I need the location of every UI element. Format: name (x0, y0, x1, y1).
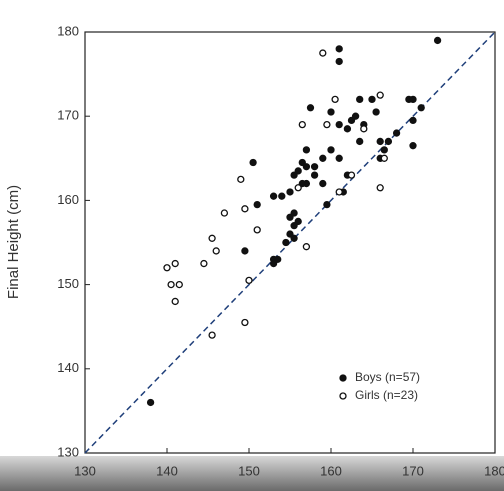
point (327, 146, 335, 154)
point (310, 163, 319, 171)
reference-line (84, 31, 496, 454)
point (302, 163, 311, 171)
point (327, 108, 335, 116)
x-tick-label: 150 (238, 463, 260, 478)
point (298, 120, 306, 129)
point (290, 209, 298, 217)
y-tick-label: 160 (57, 192, 79, 207)
x-tick-label: 140 (156, 463, 178, 478)
point (433, 36, 442, 45)
point (286, 188, 294, 196)
point (351, 112, 360, 120)
point (245, 276, 253, 285)
point (417, 104, 425, 112)
point (323, 200, 331, 209)
point (306, 104, 315, 112)
point (290, 222, 298, 230)
point (323, 120, 331, 129)
x-tick-label: 180 (484, 463, 504, 478)
y-tick-label: 180 (57, 23, 79, 38)
point (376, 184, 384, 192)
point (384, 137, 393, 146)
point (409, 142, 417, 150)
point (163, 264, 171, 272)
point (319, 154, 327, 162)
point (335, 154, 343, 162)
point (310, 171, 319, 179)
point (241, 205, 249, 213)
point (368, 95, 376, 104)
point (298, 179, 306, 188)
point (380, 146, 388, 154)
point (171, 259, 179, 268)
point (249, 158, 257, 167)
point (200, 259, 208, 268)
point (302, 243, 311, 251)
point (290, 171, 298, 179)
point (335, 57, 343, 66)
point (294, 217, 302, 226)
point (253, 200, 261, 209)
point (269, 259, 278, 268)
y-tick-label: 150 (57, 276, 79, 291)
point (331, 95, 339, 104)
point (282, 238, 290, 247)
x-tick-label: 170 (402, 463, 424, 478)
y-tick-label: 140 (57, 360, 79, 375)
x-tick-label: 160 (320, 463, 342, 478)
point (208, 234, 216, 242)
point (286, 230, 294, 238)
point (208, 331, 216, 339)
point (237, 175, 245, 184)
point (376, 137, 384, 146)
x-tick-label: 130 (74, 463, 96, 478)
legend-label: Boys (n=57) (355, 370, 420, 384)
point (274, 255, 282, 263)
point (356, 137, 364, 146)
point (269, 192, 278, 200)
point (335, 45, 343, 53)
point (392, 129, 401, 137)
point (347, 116, 356, 125)
point (167, 280, 175, 289)
point (376, 91, 384, 99)
point (409, 95, 417, 104)
point (278, 192, 286, 200)
y-tick-label: 130 (57, 444, 79, 459)
point (171, 297, 179, 306)
point (380, 154, 388, 162)
point (343, 125, 352, 133)
legend-label: Girls (n=23) (355, 388, 418, 402)
point (360, 125, 368, 133)
point (253, 226, 261, 234)
point (175, 280, 183, 289)
point (294, 184, 302, 192)
point (319, 179, 327, 188)
point (347, 171, 356, 179)
point (241, 318, 249, 327)
point (294, 167, 302, 175)
legend-marker (339, 374, 347, 382)
point (220, 209, 229, 217)
point (372, 108, 380, 116)
point (241, 247, 249, 255)
point (335, 120, 343, 129)
point (212, 247, 220, 255)
point (335, 188, 343, 196)
point (319, 49, 327, 57)
point (298, 158, 306, 167)
bottom-band (0, 456, 504, 491)
point (286, 213, 294, 221)
y-tick-label: 170 (57, 108, 79, 123)
point (356, 95, 364, 104)
point (409, 116, 417, 125)
legend-marker (339, 392, 347, 400)
point (146, 398, 155, 407)
point (290, 234, 298, 242)
y-axis-label: Final Height (cm) (5, 185, 22, 299)
point (302, 146, 311, 154)
plot-frame (84, 31, 496, 454)
